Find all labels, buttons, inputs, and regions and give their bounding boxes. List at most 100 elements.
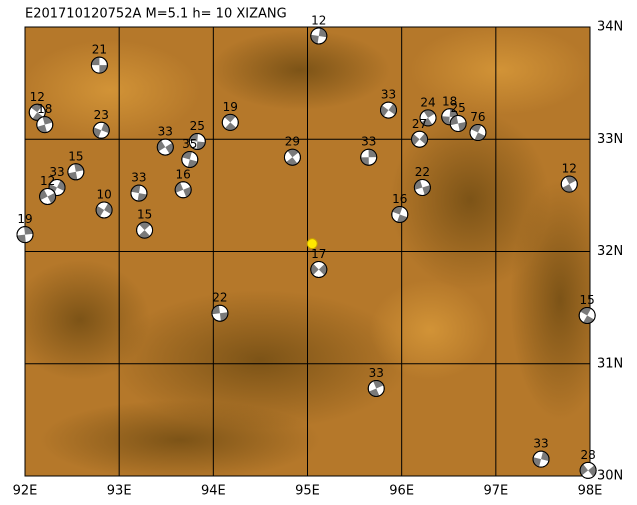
beachball-quadrant (541, 451, 550, 462)
depth-label: 18 (37, 102, 52, 116)
beachball-outline (136, 221, 154, 239)
beachball-outline (92, 121, 110, 139)
terrain (25, 27, 590, 476)
beachball-outline (360, 148, 378, 166)
depth-label: 33 (533, 437, 548, 451)
depth-label: 33 (381, 88, 396, 102)
depth-label: 25 (451, 101, 466, 115)
beachball-quadrant (388, 103, 397, 115)
epicenter (306, 238, 318, 250)
depth-label: 12 (30, 90, 45, 104)
beachball-outline (130, 184, 148, 202)
x-tick-label: 96E (389, 484, 414, 499)
focal-mechanism (36, 116, 54, 134)
beachball-quadrant (368, 149, 377, 158)
focal-mechanism (310, 27, 328, 45)
beachball-outline (578, 306, 596, 324)
beachball-quadrant (565, 176, 577, 185)
focal-mechanism (578, 306, 596, 324)
focal-mechanism (95, 201, 113, 219)
focal-mechanism (310, 260, 328, 278)
beachball-quadrant (310, 34, 319, 44)
depth-label: 24 (420, 95, 435, 109)
beachball-quadrant (441, 116, 450, 125)
depth-label: 33 (369, 366, 384, 380)
focal-mechanism (221, 113, 239, 131)
beachball-outline (221, 113, 239, 131)
focal-mechanism (174, 181, 192, 199)
beachball-quadrant (419, 133, 428, 145)
beachball-quadrant (580, 464, 589, 476)
beachball-quadrant (67, 171, 78, 180)
beachball-quadrant (30, 104, 43, 113)
depth-label: 15 (137, 208, 152, 222)
beachball-outline (391, 205, 409, 223)
beachball-quadrant (24, 226, 33, 235)
beachball-outline (39, 187, 57, 205)
depth-label: 33 (49, 165, 64, 179)
beachball-quadrant (458, 121, 467, 132)
beachball-quadrant (318, 263, 327, 276)
beachball-outline (310, 260, 328, 278)
focal-mechanism (92, 121, 110, 139)
beachball-quadrant (583, 315, 595, 324)
beachball-quadrant (224, 122, 237, 131)
focal-mechanism (188, 132, 206, 150)
y-tick-label: 33N (597, 132, 623, 147)
depth-label: 12 (40, 174, 55, 188)
beachball-quadrant (224, 114, 236, 123)
x-tick-label: 94E (201, 484, 226, 499)
beachball-quadrant (533, 457, 542, 467)
beachball-outline (310, 27, 328, 45)
depth-label: 10 (96, 187, 111, 201)
beachball-quadrant (287, 149, 299, 158)
beachball-outline (95, 201, 113, 219)
beachball-quadrant (17, 234, 26, 243)
map-title: E201710120752A M=5.1 h= 10 XIZANG (25, 7, 287, 22)
beachball-quadrant (380, 105, 389, 117)
beachball-quadrant (318, 28, 327, 38)
beachball-outline (367, 379, 385, 397)
depth-label: 12 (311, 13, 326, 27)
beachball-outline (16, 226, 34, 244)
beachball-outline (579, 461, 597, 479)
beachball-quadrant (421, 117, 433, 126)
beachball-quadrant (286, 157, 298, 166)
beachball-outline (411, 130, 429, 148)
beachball-quadrant (580, 307, 592, 316)
focal-mechanism (469, 124, 487, 142)
beachball-quadrant (47, 192, 56, 204)
depth-label: 22 (415, 165, 430, 179)
beachball-outline (449, 115, 467, 133)
beachball-outline (48, 179, 66, 197)
depth-label: 28 (580, 448, 595, 462)
beachball-outline (174, 181, 192, 199)
beachball-quadrant (450, 115, 459, 126)
depth-label: 21 (92, 43, 107, 57)
depth-label: 27 (412, 117, 427, 131)
beachball-quadrant (310, 263, 319, 276)
beachball-quadrant (137, 193, 147, 202)
beachball-quadrant (196, 141, 206, 150)
depth-label: 29 (285, 135, 300, 149)
beachball-quadrant (96, 205, 105, 217)
beachball-outline (419, 109, 437, 127)
focal-mechanism (181, 150, 199, 168)
depth-label: 19 (17, 212, 32, 226)
beachball-outline (283, 148, 301, 166)
beachball-outline (181, 150, 199, 168)
depth-label: 16 (176, 167, 191, 181)
beachball-quadrant (104, 203, 113, 215)
focal-mechanism (16, 226, 34, 244)
beachball-quadrant (138, 230, 151, 239)
depth-label: 12 (562, 162, 577, 176)
depth-label: 35 (182, 137, 197, 151)
beachball-quadrant (131, 185, 141, 194)
y-tick-label: 30N (597, 469, 623, 484)
focal-mechanism (560, 175, 578, 193)
beachball-outline (469, 124, 487, 142)
focal-mechanism (67, 163, 85, 181)
beachball-outline (211, 304, 229, 322)
beachball-outline (188, 132, 206, 150)
beachball-quadrant (157, 140, 166, 152)
